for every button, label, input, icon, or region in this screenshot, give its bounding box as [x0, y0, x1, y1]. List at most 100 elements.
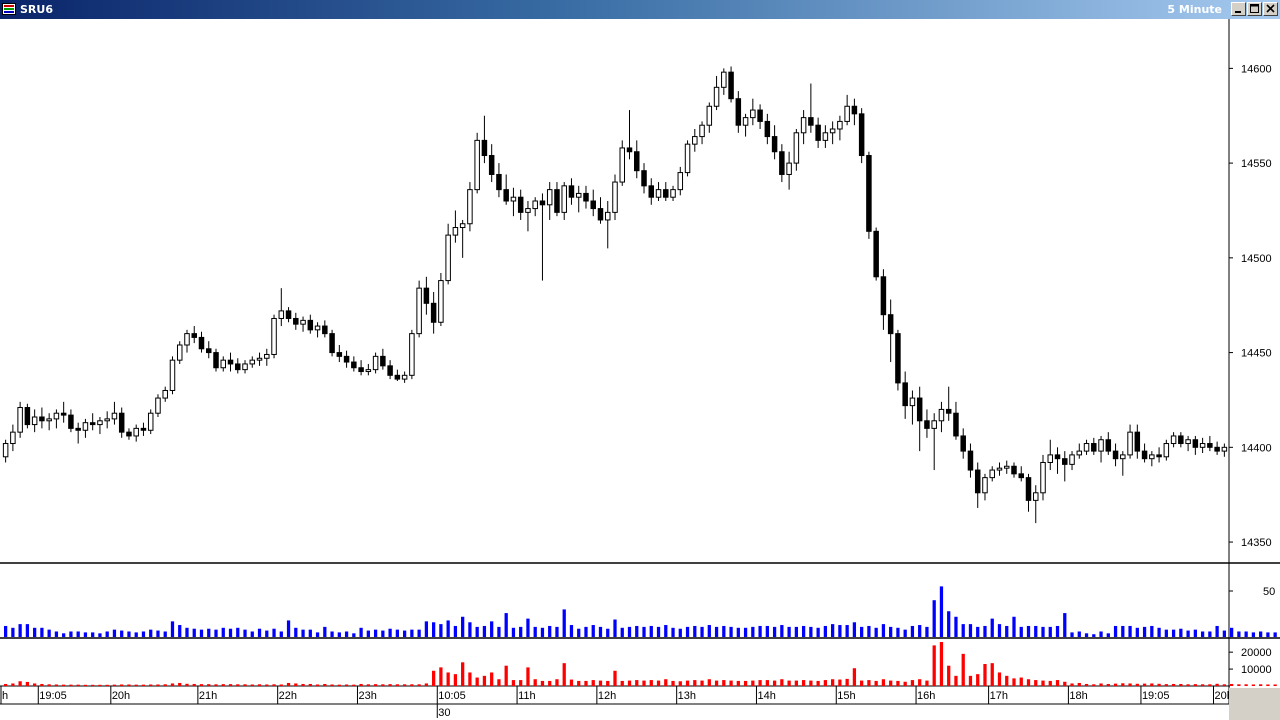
candle[interactable] — [677, 166, 684, 196]
volume-bar[interactable] — [199, 629, 204, 637]
volume-bar[interactable] — [1222, 684, 1227, 686]
volume-bar[interactable] — [330, 631, 334, 637]
volume-bar[interactable] — [453, 674, 458, 686]
candle[interactable] — [786, 151, 792, 190]
candle[interactable] — [1185, 435, 1191, 452]
volume-bar[interactable] — [18, 681, 22, 686]
volume-bar[interactable] — [453, 625, 458, 637]
volume-bar[interactable] — [743, 680, 748, 686]
candle[interactable] — [539, 193, 546, 281]
volume-bar[interactable] — [1222, 630, 1227, 637]
candle[interactable] — [133, 424, 139, 442]
candle[interactable] — [699, 121, 705, 145]
candle[interactable] — [887, 299, 894, 363]
candle[interactable] — [118, 407, 125, 438]
volume-bar[interactable] — [656, 680, 661, 686]
volume-bar[interactable] — [301, 629, 305, 637]
volume-bar[interactable] — [852, 622, 857, 637]
candle[interactable] — [1003, 460, 1010, 474]
candle[interactable] — [496, 163, 502, 198]
candle[interactable] — [648, 178, 655, 205]
candle[interactable] — [1120, 451, 1126, 476]
volume-bar[interactable] — [1179, 683, 1183, 686]
candle[interactable] — [82, 418, 89, 438]
volume-bar[interactable] — [337, 684, 341, 686]
candle[interactable] — [880, 269, 887, 330]
candle[interactable] — [721, 68, 727, 95]
candle[interactable] — [329, 329, 335, 357]
volume-bar[interactable] — [25, 624, 30, 637]
candle[interactable] — [307, 314, 314, 334]
candle[interactable] — [851, 98, 858, 126]
volume-bar[interactable] — [207, 628, 211, 637]
volume-bar[interactable] — [156, 630, 160, 637]
volume-bar[interactable] — [1034, 680, 1038, 686]
volume-bar[interactable] — [751, 626, 755, 637]
volume-bar[interactable] — [765, 680, 769, 686]
volume-bar[interactable] — [1077, 631, 1081, 637]
volume-bar[interactable] — [112, 684, 117, 686]
volume-bar[interactable] — [475, 626, 479, 637]
candle[interactable] — [423, 276, 430, 315]
candle[interactable] — [60, 401, 67, 423]
volume-bar[interactable] — [192, 628, 196, 637]
volume-bar[interactable] — [1193, 629, 1197, 637]
volume-bar[interactable] — [947, 611, 951, 637]
candle[interactable] — [75, 422, 81, 444]
candle[interactable] — [597, 197, 604, 224]
volume-bar[interactable] — [918, 625, 922, 637]
volume-bar[interactable] — [801, 625, 806, 637]
upper-volume-pane[interactable]: 50 — [0, 586, 1280, 639]
candle[interactable] — [735, 91, 742, 133]
candle[interactable] — [1098, 435, 1104, 463]
volume-bar[interactable] — [831, 624, 835, 637]
volume-bar[interactable] — [395, 629, 399, 637]
candle[interactable] — [1033, 485, 1039, 524]
volume-bar[interactable] — [1019, 677, 1023, 686]
candle[interactable] — [198, 331, 205, 353]
volume-bar[interactable] — [1244, 684, 1248, 686]
volume-bar[interactable] — [62, 633, 66, 637]
candle[interactable] — [343, 350, 350, 368]
candle[interactable] — [1221, 443, 1228, 457]
volume-bar[interactable] — [47, 629, 51, 637]
volume-bar[interactable] — [446, 620, 450, 637]
candle[interactable] — [692, 129, 698, 152]
candle[interactable] — [46, 413, 52, 431]
volume-bar[interactable] — [758, 625, 762, 637]
volume-bar[interactable] — [526, 667, 530, 686]
volume-bar[interactable] — [54, 631, 59, 637]
volume-bar[interactable] — [1273, 632, 1277, 637]
volume-bar[interactable] — [598, 626, 603, 637]
volume-bar[interactable] — [613, 619, 617, 637]
candle[interactable] — [1091, 437, 1097, 455]
volume-bar[interactable] — [983, 664, 987, 686]
volume-bar[interactable] — [490, 621, 494, 637]
volume-bar[interactable] — [286, 620, 291, 637]
volume-bar[interactable] — [1259, 631, 1263, 637]
candle[interactable] — [612, 174, 618, 220]
volume-bar[interactable] — [961, 624, 965, 637]
volume-bar[interactable] — [402, 630, 407, 637]
candle[interactable] — [68, 409, 74, 433]
candle[interactable] — [140, 422, 147, 436]
candle[interactable] — [583, 185, 589, 209]
candle[interactable] — [800, 110, 807, 145]
volume-bar[interactable] — [1012, 616, 1016, 637]
candle[interactable] — [706, 102, 713, 133]
volume-bar[interactable] — [874, 680, 878, 686]
candle[interactable] — [1214, 441, 1220, 455]
candle[interactable] — [300, 316, 306, 332]
volume-bar[interactable] — [910, 680, 915, 686]
volume-bar[interactable] — [54, 684, 59, 686]
volume-bar[interactable] — [577, 628, 581, 637]
volume-bar[interactable] — [642, 626, 646, 637]
volume-bar[interactable] — [40, 683, 44, 686]
volume-bar[interactable] — [127, 631, 131, 637]
volume-bar[interactable] — [511, 680, 516, 686]
volume-bar[interactable] — [816, 680, 820, 686]
volume-bar[interactable] — [794, 680, 798, 686]
volume-bar[interactable] — [519, 626, 523, 637]
volume-bar[interactable] — [1048, 680, 1052, 686]
volume-bar[interactable] — [642, 680, 646, 686]
